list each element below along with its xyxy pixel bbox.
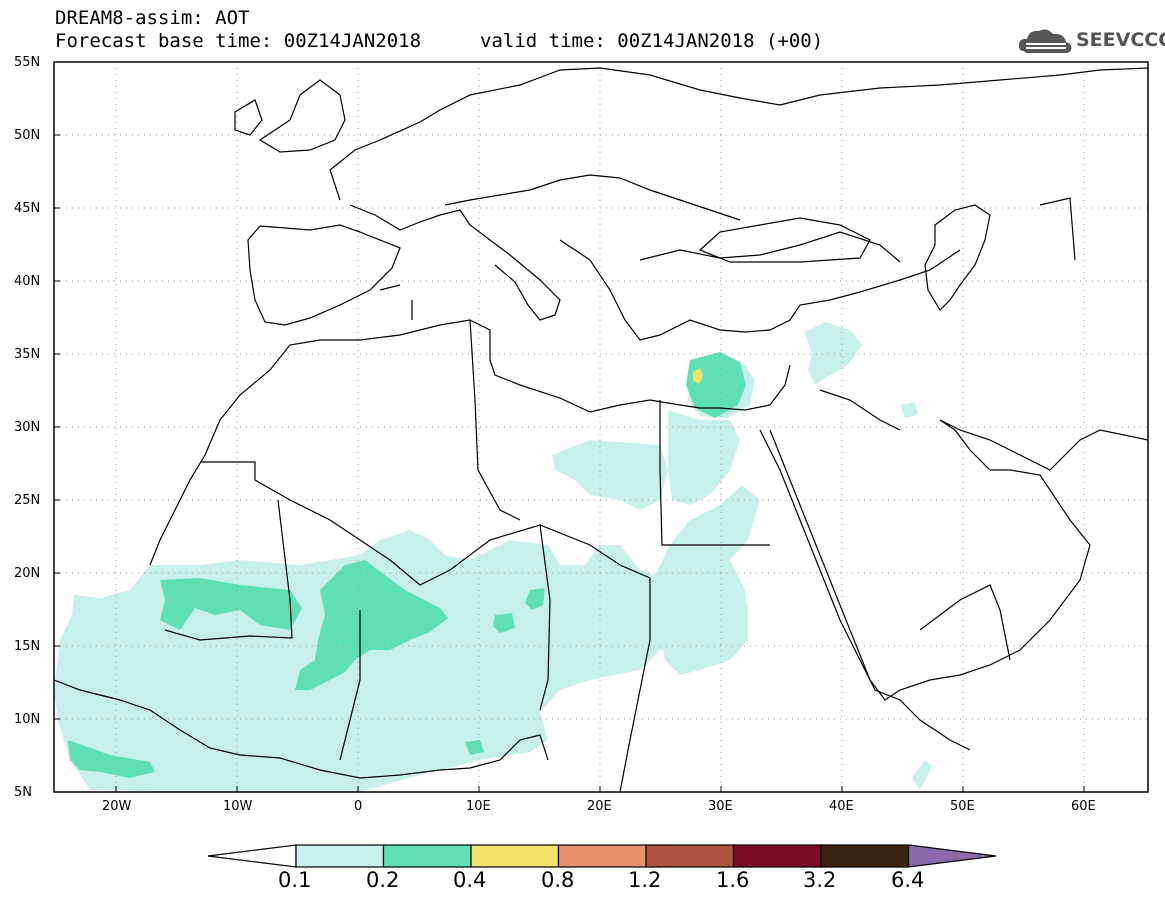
colorbar-label: 3.2 <box>803 868 837 892</box>
lon-label: 40E <box>829 799 854 814</box>
lat-label: 10N <box>14 712 41 727</box>
lat-label: 5N <box>14 785 32 800</box>
valid-time: valid time: 00Z14JAN2018 (+00) <box>480 30 824 52</box>
lat-label: 30N <box>14 420 41 435</box>
map-title: DREAM8-assim: AOT <box>55 7 250 29</box>
colorbar-swatch <box>382 844 472 868</box>
colorbar-right-arrow <box>907 844 997 868</box>
lat-label: 55N <box>14 55 41 70</box>
lat-label: 45N <box>14 201 41 216</box>
lat-label: 50N <box>14 128 41 143</box>
cloud-icon <box>1018 29 1072 53</box>
aot-field-medium <box>68 352 746 778</box>
colorbar-left-arrow <box>207 844 297 868</box>
lat-label: 25N <box>14 493 41 508</box>
colorbar-label: 0.1 <box>278 868 312 892</box>
coastlines <box>54 67 1148 792</box>
lat-label: 35N <box>14 347 41 362</box>
colorbar-swatch <box>470 844 560 868</box>
lon-label: 10E <box>466 799 491 814</box>
lon-label: 0 <box>354 799 363 814</box>
lon-label: 20E <box>587 799 612 814</box>
logo-text: SEEVCCC <box>1076 29 1165 51</box>
colorbar-label: 1.6 <box>716 868 750 892</box>
colorbar-label: 0.4 <box>453 868 487 892</box>
lon-label: 30E <box>708 799 733 814</box>
map-grid <box>54 62 1148 792</box>
colorbar-swatch <box>820 844 910 868</box>
colorbar-label: 0.8 <box>541 868 575 892</box>
lat-label: 20N <box>14 566 41 581</box>
colorbar-label: 1.2 <box>628 868 662 892</box>
colorbar-label: 6.4 <box>891 868 925 892</box>
colorbar-swatch <box>732 844 822 868</box>
lat-label: 40N <box>14 274 41 289</box>
colorbar-swatch <box>645 844 735 868</box>
lon-label: 60E <box>1071 799 1096 814</box>
aot-field-high <box>693 368 703 384</box>
forecast-base-time: Forecast base time: 00Z14JAN2018 <box>55 30 422 52</box>
lon-label: 20W <box>102 799 132 814</box>
colorbar-swatch <box>295 844 385 868</box>
lon-label: 50E <box>950 799 975 814</box>
colorbar-label: 0.2 <box>366 868 400 892</box>
lat-label: 15N <box>14 639 41 654</box>
colorbar-swatch <box>557 844 647 868</box>
lon-label: 10W <box>223 799 253 814</box>
